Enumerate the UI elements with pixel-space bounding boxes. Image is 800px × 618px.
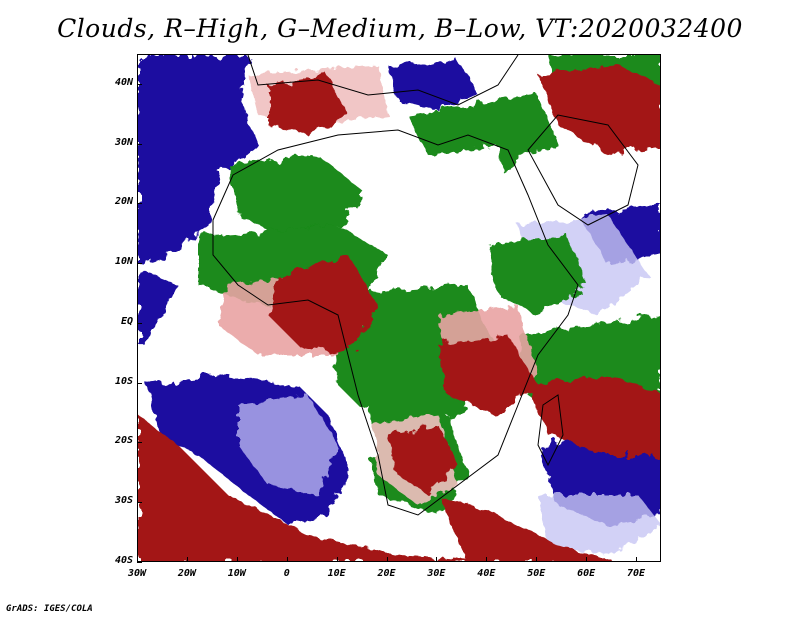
x-tick-label: 30W <box>127 568 147 579</box>
y-tick-label: EQ <box>120 315 133 327</box>
madagascar-coastline <box>537 394 564 467</box>
cloud-map <box>137 54 661 562</box>
x-tick-label: 30E <box>427 568 446 579</box>
medium-cloud-east-africa <box>488 235 588 315</box>
y-tick-mark <box>137 442 142 444</box>
y-tick-label: 30S <box>114 495 133 507</box>
europe-coastline <box>247 55 519 106</box>
y-tick-mark <box>137 322 142 324</box>
x-tick-label: 70E <box>627 568 646 579</box>
low-cloud-thin-layer <box>238 215 660 555</box>
low-cloud-north-atlantic <box>138 55 258 265</box>
clear-sky-namibia <box>328 405 378 465</box>
thin-low-cloud-indian-ocean <box>538 495 660 555</box>
high-cloud-congo-basin <box>268 255 378 355</box>
x-tick-label: 20E <box>377 568 396 579</box>
y-tick-mark <box>137 382 142 384</box>
x-tick-mark <box>586 557 588 562</box>
high-cloud-north-africa <box>268 75 348 135</box>
x-tick-mark <box>636 557 638 562</box>
high-cloud-layer <box>138 65 660 561</box>
coastlines <box>212 55 639 516</box>
x-tick-label: 50E <box>527 568 546 579</box>
x-tick-label: 10E <box>327 568 346 579</box>
chart-title: Clouds, R–High, G–Medium, B–Low, VT:2020… <box>57 14 743 43</box>
y-tick-label: 20S <box>114 435 133 447</box>
clear-sky-layer <box>328 145 618 465</box>
x-tick-mark <box>436 557 438 562</box>
x-tick-mark <box>286 557 288 562</box>
low-cloud-west-atlantic <box>138 270 178 345</box>
high-cloud-arabian-peninsula <box>538 65 660 155</box>
arabia-coastline <box>527 114 639 226</box>
x-tick-label: 0 <box>283 568 290 579</box>
x-tick-mark <box>186 557 188 562</box>
x-tick-label: 10W <box>227 568 246 579</box>
high-cloud-southern-africa <box>388 425 458 495</box>
x-tick-mark <box>536 557 538 562</box>
y-tick-label: 10S <box>114 375 133 387</box>
x-tick-label: 20W <box>177 568 196 579</box>
y-tick-mark <box>137 562 142 563</box>
x-tick-mark <box>386 557 388 562</box>
y-tick-label: 40S <box>114 555 133 566</box>
low-cloud-mediterranean <box>388 60 478 110</box>
x-tick-mark <box>137 557 138 562</box>
x-tick-label: 40E <box>477 568 496 579</box>
high-cloud-mozambique-channel <box>528 375 660 455</box>
y-tick-mark <box>137 143 142 145</box>
y-tick-mark <box>137 502 142 504</box>
x-tick-mark <box>336 557 338 562</box>
x-tick-label: 60E <box>577 568 596 579</box>
high-cloud-east-africa-lakes <box>438 335 538 415</box>
x-tick-mark <box>486 557 488 562</box>
africa-coastline <box>212 129 579 516</box>
clear-sky-sahara <box>358 145 518 265</box>
y-tick-label: 20N <box>114 196 133 208</box>
y-tick-mark <box>137 263 142 265</box>
y-tick-label: 10N <box>114 256 133 268</box>
y-tick-mark <box>137 83 142 85</box>
y-tick-label: 30N <box>114 136 133 148</box>
cloud-map-svg <box>138 55 660 561</box>
x-tick-mark <box>236 557 238 562</box>
credit-text: GrADS: IGES/COLA <box>6 604 93 614</box>
y-tick-label: 40N <box>114 76 133 88</box>
clear-sky-arabia <box>518 145 618 225</box>
y-tick-mark <box>137 203 142 205</box>
thin-low-cloud-south-atlantic <box>238 395 338 495</box>
medium-cloud-north-africa <box>228 155 368 235</box>
high-cloud-south-atlantic-band <box>138 415 473 561</box>
high-cloud-south-indian-band <box>438 495 612 561</box>
